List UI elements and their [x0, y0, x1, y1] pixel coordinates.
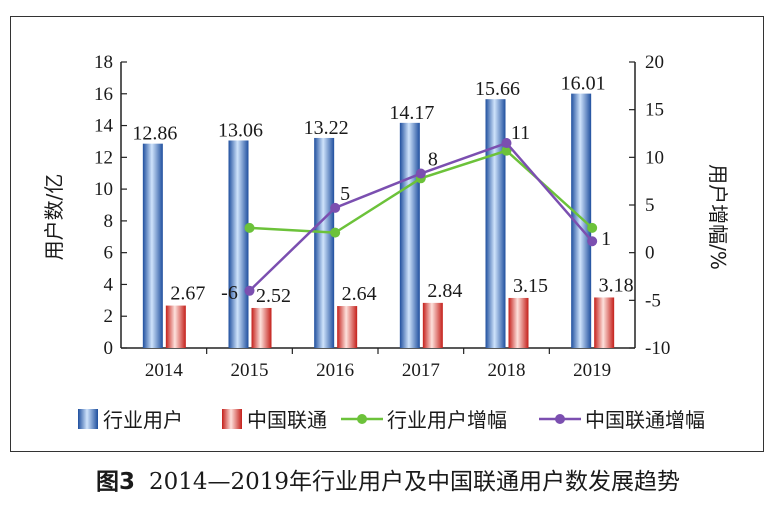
bar-unicom-users — [251, 307, 272, 348]
y-left-tick-label: 18 — [94, 52, 113, 73]
data-label-unicom-users: 2.64 — [342, 283, 377, 305]
bar-industry-users — [314, 137, 335, 348]
industry-growth-point — [501, 145, 512, 156]
x-tick-label: 2019 — [573, 360, 611, 381]
legend-label-industry-growth: 行业用户增幅 — [387, 408, 507, 432]
y-left-tick-label: 16 — [94, 84, 113, 105]
bar-industry-users — [571, 93, 592, 348]
bars-layer — [142, 93, 615, 349]
y-left-tick-label: 6 — [104, 243, 114, 264]
y-right-tick-label: -10 — [645, 338, 670, 359]
y-axis-right-title: 用户增幅/% — [706, 164, 730, 270]
unicom-growth-point — [244, 285, 255, 296]
y-left-tick-label: 14 — [94, 116, 114, 137]
legend-label-industry: 行业用户 — [103, 408, 183, 432]
data-label-unicom-users: 2.84 — [427, 280, 462, 302]
y-right-tick-label: -5 — [645, 290, 661, 311]
figure-caption: 图3 2014—2019年行业用户及中国联通用户数发展趋势 — [0, 462, 776, 496]
y-left-tick-label: 12 — [94, 147, 113, 168]
unicom-growth-point — [415, 168, 426, 179]
y-right-tick-label: 15 — [645, 100, 664, 121]
data-label-unicom-growth: 11 — [511, 122, 530, 144]
unicom-growth-point — [330, 202, 341, 213]
unicom-growth-point — [587, 236, 598, 247]
data-label-unicom-users: 2.52 — [256, 285, 291, 307]
y-left-tick-label: 10 — [94, 179, 113, 200]
figure-title: 2014—2019年行业用户及中国联通用户数发展趋势 — [148, 469, 681, 495]
legend-swatch-unicom-bar — [222, 409, 242, 429]
industry-growth-point — [244, 222, 255, 233]
legend-swatch-industry-bar — [78, 409, 98, 429]
data-label-unicom-growth: 1 — [601, 228, 611, 250]
chart-frame: 0 2 4 6 8 10 12 14 16 18 -10 -5 0 5 10 15 20 2014 2015 2016… — [10, 16, 764, 452]
y-left-tick-label: 0 — [104, 338, 114, 359]
figure-number: 图3 — [95, 469, 135, 495]
data-label-unicom-users: 3.15 — [513, 275, 548, 297]
legend-label-unicom: 中国联通 — [247, 408, 327, 432]
data-label-industry-users: 12.86 — [132, 123, 177, 145]
bar-unicom-users — [422, 302, 443, 348]
data-label-unicom-users: 2.67 — [170, 283, 205, 305]
bar-unicom-users — [337, 306, 358, 348]
legend: 行业用户 中国联通 行业用户增幅 中国联通增幅 — [78, 408, 705, 432]
legend-marker-unicom-line — [555, 414, 565, 424]
unicom-growth-line — [248, 141, 594, 292]
labels-layer: 12.86 2.67 13.06 2.52 13.22 2.64 14.17 2.84 15.6… — [132, 73, 633, 307]
data-label-industry-users: 16.01 — [561, 73, 606, 95]
data-label-industry-users: 15.66 — [475, 78, 520, 100]
x-tick-label: 2014 — [145, 360, 184, 381]
y-right-tick-label: 0 — [645, 243, 655, 264]
legend-label-unicom-growth: 中国联通增幅 — [585, 408, 705, 432]
data-label-unicom-growth: -6 — [221, 282, 238, 304]
data-label-unicom-growth: 5 — [340, 183, 350, 205]
x-tick-label: 2017 — [402, 360, 440, 381]
bar-industry-users — [228, 140, 249, 348]
data-label-industry-users: 13.22 — [304, 117, 349, 139]
data-label-industry-users: 13.06 — [218, 119, 263, 141]
data-label-industry-users: 14.17 — [389, 102, 434, 124]
lines-layer — [244, 138, 598, 296]
bar-industry-users — [142, 143, 163, 348]
x-tick-label: 2016 — [316, 360, 354, 381]
unicom-growth-point — [501, 138, 512, 149]
industry-growth-line — [249, 149, 594, 234]
x-tick-label: 2018 — [488, 360, 526, 381]
y-right-tick-label: 5 — [645, 195, 655, 216]
y-axis-left-title: 用户数/亿 — [42, 174, 66, 261]
x-tick-label: 2015 — [231, 360, 269, 381]
legend-marker-industry-line — [357, 414, 367, 424]
industry-growth-point — [330, 227, 341, 238]
y-left-tick-label: 2 — [104, 306, 114, 327]
y-right-tick-label: 10 — [645, 147, 664, 168]
bar-industry-users — [485, 99, 506, 349]
industry-growth-point — [587, 222, 598, 233]
bar-unicom-users — [165, 305, 186, 348]
bar-unicom-users — [594, 297, 615, 348]
bar-industry-users — [399, 122, 420, 348]
data-label-unicom-growth: 8 — [428, 149, 438, 171]
data-label-unicom-users: 3.18 — [599, 274, 634, 296]
y-left-tick-label: 4 — [104, 274, 114, 295]
bar-unicom-users — [508, 297, 529, 348]
y-right-tick-label: 20 — [645, 52, 664, 73]
y-left-tick-label: 8 — [104, 211, 114, 232]
